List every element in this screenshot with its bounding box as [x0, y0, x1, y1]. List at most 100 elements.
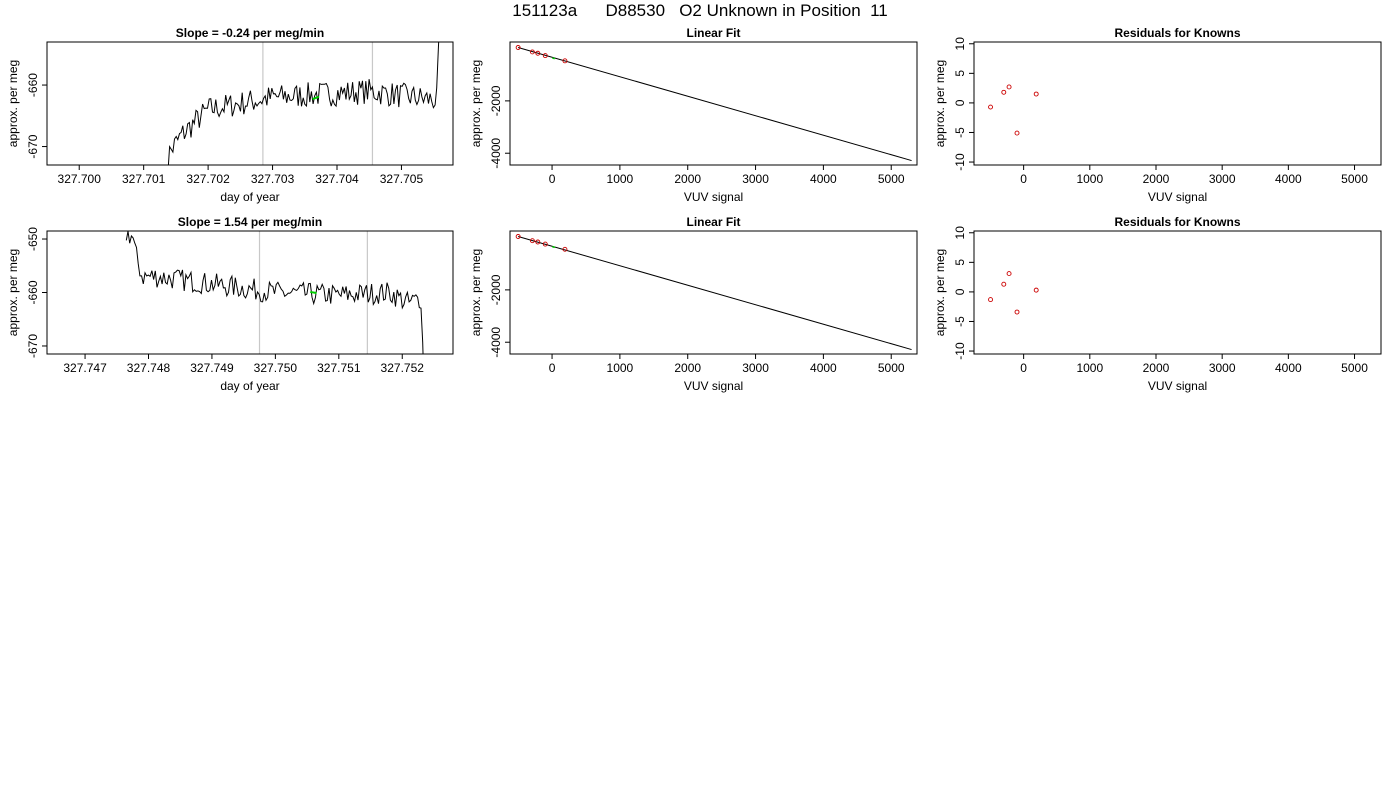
x-tick-label: 2000	[674, 172, 701, 186]
fit-line	[518, 47, 912, 162]
x-tick-label: 327.751	[317, 361, 361, 375]
x-tick-label: 5000	[1341, 172, 1368, 186]
known-point	[529, 49, 535, 55]
x-tick-label: 3000	[742, 172, 769, 186]
panel-title: Slope = 1.54 per meg/min	[178, 215, 322, 229]
x-tick-label: 0	[549, 361, 556, 375]
residual-point	[1006, 271, 1012, 277]
plot-area	[515, 45, 912, 162]
x-tick-label: 327.748	[127, 361, 171, 375]
residual-point	[988, 104, 993, 110]
unknown-point	[552, 245, 555, 249]
y-tick-label: -10	[953, 342, 967, 360]
y-tick-label: -4000	[489, 327, 503, 358]
x-tick-label: 2000	[1143, 361, 1170, 375]
y-tick-label: 10	[953, 37, 967, 51]
panel-title: Residuals for Knowns	[1114, 26, 1240, 40]
known-point	[562, 58, 568, 64]
x-tick-label: 3000	[1209, 361, 1236, 375]
x-tick-label: 2000	[1143, 172, 1170, 186]
highlight-segment	[312, 95, 320, 101]
y-tick-label: -4000	[489, 138, 503, 169]
plot-frame	[973, 41, 1382, 166]
panel-resid-top: Residuals for Knowns 0 1000 2000 3000 4000 500…	[933, 26, 1382, 204]
unknown-point	[552, 57, 555, 60]
y-axis-label: approx. per meg	[469, 60, 483, 147]
x-tick-label: 0	[549, 172, 556, 186]
x-tick-label: 327.705	[380, 172, 424, 186]
x-tick-label: 1000	[607, 361, 634, 375]
x-axis-label: VUV signal	[684, 379, 743, 393]
x-tick-label: 327.701	[122, 172, 166, 186]
residual-point	[988, 297, 993, 303]
plot-frame	[973, 230, 1382, 355]
plot-frame	[46, 41, 454, 166]
y-tick-label: -670	[26, 134, 40, 158]
data-trace	[125, 231, 424, 354]
residual-point	[1033, 91, 1039, 97]
x-tick-label: 4000	[1275, 172, 1302, 186]
y-axis-label: approx. per meg	[6, 60, 20, 147]
known-point	[562, 246, 568, 252]
y-tick-label: 0	[953, 288, 967, 295]
y-tick-label: -2000	[489, 85, 503, 116]
plot-frame	[509, 230, 918, 355]
fit-line	[518, 236, 912, 351]
x-tick-label: 5000	[1341, 361, 1368, 375]
x-tick-label: 4000	[810, 172, 837, 186]
x-axis-label: VUV signal	[1148, 379, 1207, 393]
x-tick-label: 327.752	[381, 361, 425, 375]
residual-point	[1001, 281, 1007, 287]
highlight-segment	[310, 290, 317, 295]
residual-point	[1033, 287, 1039, 293]
y-tick-label: 10	[953, 226, 967, 240]
panel-fit-top: Linear Fit 0 1000 2000 3000 4000 5000 -4000 -200…	[469, 26, 918, 204]
x-axis-label: VUV signal	[1148, 190, 1207, 204]
x-tick-label: 1000	[1076, 361, 1103, 375]
x-axis-label: day of year	[220, 190, 279, 204]
plot-area	[125, 231, 424, 354]
y-tick-label: 5	[953, 70, 967, 77]
x-tick-label: 327.750	[254, 361, 298, 375]
panel-trace-bottom: Slope = 1.54 per meg/min 327.747 327.748 32…	[6, 215, 454, 393]
plot-area	[988, 271, 1039, 315]
known-point	[529, 238, 535, 244]
y-tick-label: -2000	[489, 274, 503, 305]
x-tick-label: 5000	[878, 361, 905, 375]
known-point	[535, 50, 541, 56]
residual-point	[1001, 89, 1007, 95]
x-tick-label: 327.703	[251, 172, 295, 186]
x-tick-label: 0	[1020, 172, 1027, 186]
panel-title: Slope = -0.24 per meg/min	[176, 26, 324, 40]
data-trace	[167, 42, 440, 165]
y-axis-label: approx. per meg	[469, 249, 483, 336]
x-tick-label: 327.749	[190, 361, 234, 375]
plot-frame	[46, 230, 454, 355]
y-tick-label: -5	[953, 127, 967, 138]
y-tick-label: 5	[953, 259, 967, 266]
x-tick-label: 327.700	[58, 172, 102, 186]
plot-area	[167, 42, 440, 165]
panel-trace-top: Slope = -0.24 per meg/min 327.700 327.701 3…	[6, 26, 454, 204]
residual-point	[1006, 84, 1012, 90]
x-tick-label: 327.704	[315, 172, 359, 186]
x-tick-label: 3000	[742, 361, 769, 375]
x-axis-label: VUV signal	[684, 190, 743, 204]
plot-frame	[509, 41, 918, 166]
y-tick-label: -10	[953, 153, 967, 171]
x-axis-label: day of year	[220, 379, 279, 393]
known-point	[535, 239, 541, 245]
plot-area	[515, 234, 912, 351]
y-axis-label: approx. per meg	[933, 249, 947, 336]
panel-fit-bottom: Linear Fit 0 1000 2000 3000 4000 5000 -4000 -200…	[469, 215, 918, 393]
y-tick-label: 0	[953, 99, 967, 106]
panel-title: Residuals for Knowns	[1114, 215, 1240, 229]
y-tick-label: -5	[953, 316, 967, 327]
y-tick-label: -650	[26, 227, 40, 251]
residual-point	[1014, 309, 1020, 315]
panel-title: Linear Fit	[686, 215, 740, 229]
y-axis-label: approx. per meg	[933, 60, 947, 147]
x-tick-label: 3000	[1209, 172, 1236, 186]
x-tick-label: 4000	[810, 361, 837, 375]
